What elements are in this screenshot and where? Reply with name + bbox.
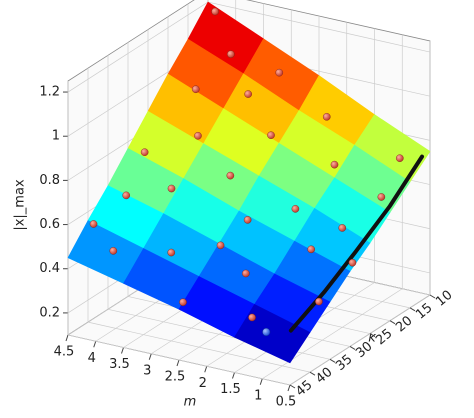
data-point [89, 220, 98, 228]
data-point [122, 191, 130, 200]
data-point [109, 247, 118, 255]
tick-mark [204, 366, 208, 373]
data-point [307, 245, 315, 254]
data-point [291, 205, 300, 213]
data-point [395, 154, 404, 163]
m-tick-label: 3.5 [109, 357, 130, 372]
data-point [140, 148, 149, 156]
tick-mark [329, 358, 336, 363]
m-tick-label: 1.5 [220, 382, 241, 397]
tick-mark [65, 334, 69, 342]
data-point [226, 171, 235, 180]
data-point [167, 184, 176, 193]
tick-mark [121, 347, 124, 354]
tick-mark [287, 384, 291, 392]
m-axis-label: m [184, 395, 197, 410]
data-point [322, 113, 331, 121]
data-point [179, 298, 187, 307]
m-tick-label: 2.5 [165, 370, 186, 385]
data-point [275, 68, 284, 77]
data-point [243, 216, 252, 224]
data-point [194, 131, 202, 140]
data-point [227, 50, 235, 59]
m-tick-label: 4 [88, 351, 96, 366]
grid-line [87, 321, 311, 373]
data-point [377, 193, 386, 201]
tick-mark [429, 294, 436, 299]
tick-mark [309, 371, 316, 376]
data-point [211, 7, 219, 16]
m-tick-label: 4.5 [54, 345, 75, 360]
z-tick-label: 0.6 [39, 217, 60, 232]
data-point [216, 241, 225, 250]
m-tick-label: 3 [143, 363, 151, 378]
grid-line [67, 1, 209, 93]
data-point [242, 269, 250, 278]
z-tick-label: 0.2 [39, 305, 60, 320]
m-tick-label: 1 [254, 388, 262, 403]
data-point [244, 90, 252, 98]
z-tick-label: 1 [52, 129, 60, 144]
tick-mark [93, 341, 97, 348]
m-tick-label: 2 [199, 376, 207, 391]
tick-mark [259, 378, 263, 385]
tick-mark [349, 345, 356, 350]
data-point [167, 248, 176, 257]
tick-mark [232, 372, 235, 379]
data-point [348, 258, 357, 267]
curve [288, 154, 424, 333]
z-tick-label: 0.4 [39, 261, 60, 276]
grid-line [262, 288, 403, 380]
tick-mark [148, 353, 152, 360]
z-axis-label: |x|_max [13, 179, 28, 231]
data-point [248, 313, 256, 322]
grid-line [67, 334, 291, 386]
m-tick-label: 0.5 [276, 395, 297, 410]
tick-mark [289, 384, 296, 389]
k-axis-label: k [368, 331, 376, 346]
data-point [191, 85, 200, 94]
tick-mark [409, 307, 416, 312]
data-point [267, 131, 275, 140]
z-tick-label: 1.2 [39, 85, 60, 100]
data-point [330, 160, 339, 169]
data-point [315, 297, 323, 306]
tick-mark [176, 359, 180, 367]
data-point [338, 224, 347, 232]
highlight-point [262, 328, 271, 337]
tick-mark [369, 333, 376, 338]
tick-mark [389, 320, 396, 325]
k-tick-label: 10 [433, 288, 455, 310]
grid-line [289, 294, 431, 386]
z-tick-label: 0.8 [39, 173, 60, 188]
